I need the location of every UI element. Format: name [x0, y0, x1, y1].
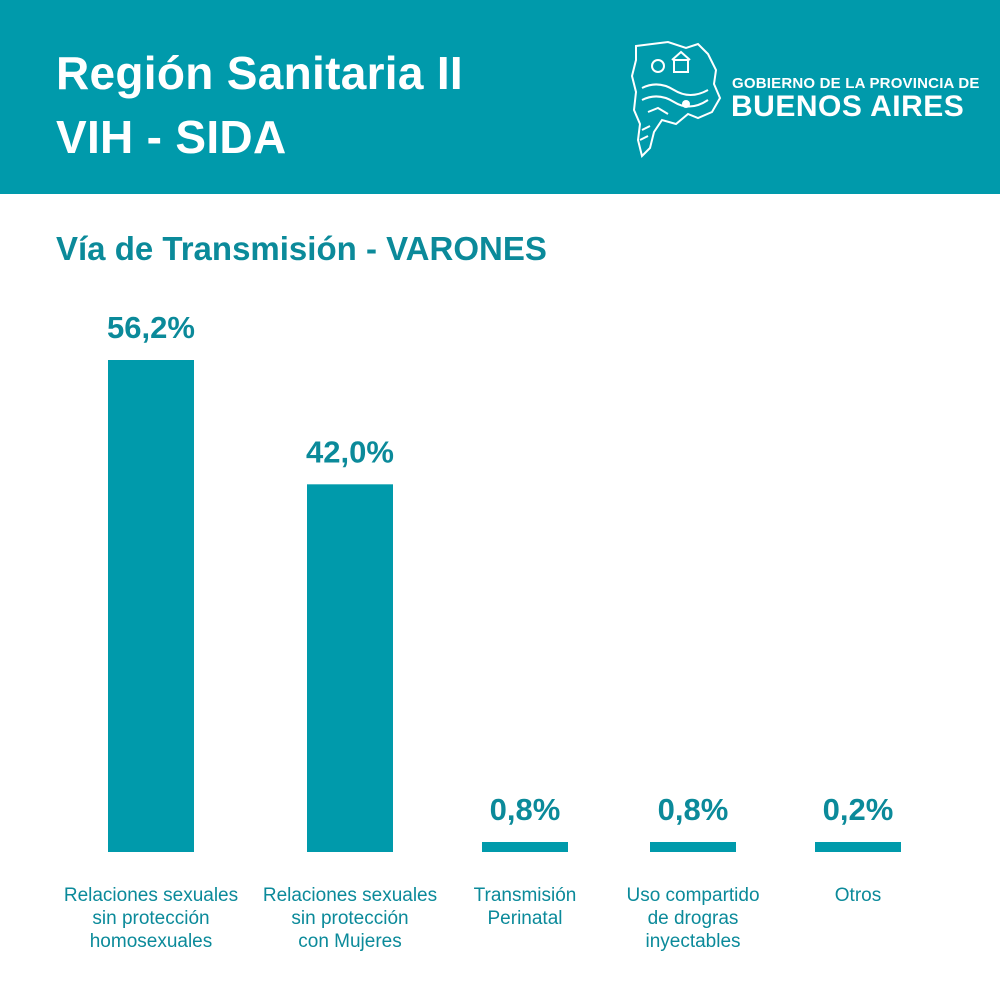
bar-1 — [307, 484, 393, 852]
data-label-1: 42,0% — [306, 434, 394, 469]
bar-0 — [108, 360, 194, 852]
page-subtitle: VIH - SIDA — [56, 111, 287, 163]
category-label-0: Relaciones sexuales sin protección homosex… — [56, 884, 246, 953]
data-label-2: 0,8% — [490, 792, 561, 827]
category-label-1: Relaciones sexuales sin protección con Muj… — [255, 884, 445, 953]
category-label-line: Transmisión — [473, 885, 577, 906]
government-logo: GOBIERNO DE LA PROVINCIA DE BUENOS AIRES — [628, 40, 979, 160]
logo-small-text: GOBIERNO DE LA PROVINCIA DE — [732, 75, 980, 92]
category-label-line: sin protección — [92, 908, 210, 929]
category-label-line: Perinatal — [487, 908, 563, 929]
header-banner: Región Sanitaria II VIH - SIDA GOBIERNO … — [0, 0, 1000, 194]
data-label-3: 0,8% — [658, 792, 729, 827]
chart-title: Vía de Transmisión - VARONES — [56, 230, 547, 267]
data-label-0: 56,2% — [107, 310, 195, 345]
category-label-line: Relaciones sexuales — [63, 885, 239, 906]
bar-2 — [482, 842, 568, 852]
category-label-3: Uso compartido de drogras inyectables — [598, 884, 788, 953]
category-label-2: Transmisión Perinatal — [430, 884, 620, 930]
logo-big-text: BUENOS AIRES — [731, 90, 965, 123]
category-label-line: inyectables — [645, 931, 741, 952]
data-label-4: 0,2% — [823, 792, 894, 827]
page-title: Región Sanitaria II — [56, 47, 464, 99]
category-label-line: Relaciones sexuales — [262, 885, 438, 906]
bar-3 — [650, 842, 736, 852]
category-label-line: con Mujeres — [298, 931, 402, 952]
category-label-line: Otros — [834, 885, 882, 906]
bar-4 — [815, 842, 901, 852]
category-label-line: sin protección — [291, 908, 409, 929]
category-label-line: de drogras — [647, 908, 739, 929]
category-label-line: homosexuales — [89, 931, 213, 952]
category-label-4: Otros — [763, 884, 953, 907]
category-label-line: Uso compartido — [626, 885, 760, 906]
bar-chart: 56,2% 42,0% 0,8% 0,8% 0,2% — [107, 310, 901, 852]
buenos-aires-province-map-icon — [630, 40, 722, 158]
